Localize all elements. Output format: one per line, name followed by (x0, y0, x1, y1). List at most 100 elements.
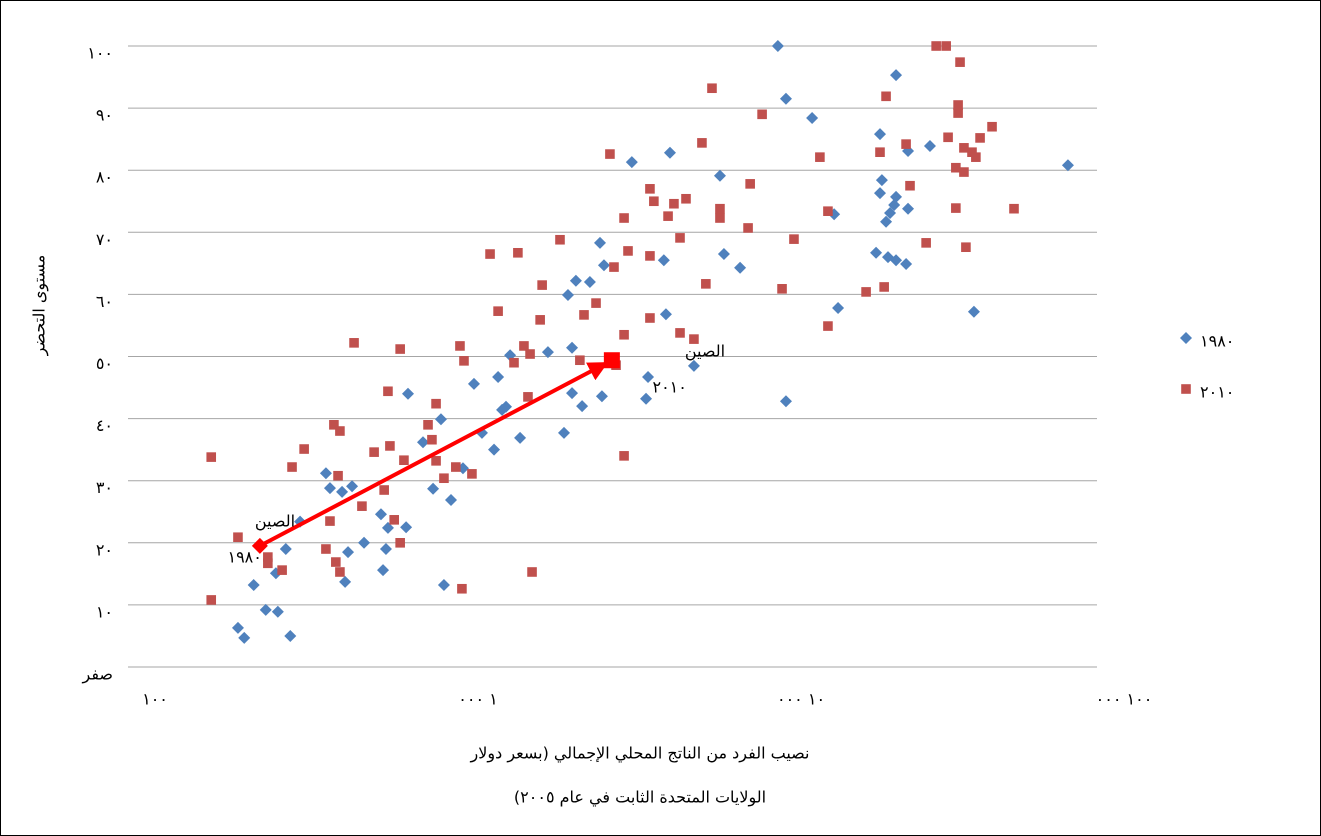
point (525, 349, 535, 359)
point (434, 413, 447, 426)
point (823, 206, 833, 216)
point (734, 261, 747, 274)
point (558, 426, 571, 439)
point (321, 544, 331, 554)
point (492, 370, 505, 383)
point (881, 91, 891, 102)
point (206, 452, 217, 462)
point (953, 108, 963, 118)
point (513, 247, 523, 258)
x-tick-label: ١٠٠ ٠٠٠ (1096, 690, 1153, 709)
point (377, 564, 390, 577)
point (566, 387, 579, 400)
point (757, 109, 767, 120)
point (959, 143, 969, 153)
point (527, 567, 537, 577)
point (861, 287, 871, 297)
y-tick-label: ٣٠ (96, 478, 113, 497)
point (399, 455, 409, 466)
point (374, 508, 387, 521)
legend-marker (1180, 332, 1192, 344)
point (619, 329, 629, 340)
point (669, 198, 679, 209)
point (707, 83, 717, 94)
legend-marker (1181, 384, 1191, 394)
point (427, 482, 440, 495)
point (623, 246, 633, 256)
point (335, 426, 345, 436)
point (339, 575, 352, 588)
point (971, 152, 981, 162)
point (715, 203, 725, 214)
point (346, 480, 359, 493)
point (663, 146, 676, 159)
point (823, 321, 833, 331)
point (779, 395, 792, 408)
point (206, 595, 217, 605)
point (591, 298, 601, 308)
x-tick-label: ١٠ ٠٠٠ (777, 690, 825, 709)
point (561, 289, 574, 302)
point (523, 392, 533, 402)
point (427, 434, 437, 445)
point (645, 313, 655, 323)
y-tick-label: ٨٠ (96, 168, 113, 187)
point (263, 552, 273, 562)
y-tick-label: ٢٠ (96, 540, 113, 559)
point (231, 621, 244, 634)
point (874, 128, 887, 141)
point (583, 275, 596, 288)
point (789, 234, 799, 244)
point (697, 138, 707, 148)
point (959, 167, 969, 177)
point (870, 246, 883, 259)
point (832, 302, 845, 315)
point (555, 234, 565, 245)
point (400, 521, 413, 534)
point (879, 282, 889, 292)
point (955, 57, 965, 67)
y-tick-label: ١٠ (96, 602, 113, 621)
point (342, 546, 355, 559)
point (890, 254, 903, 267)
point (369, 447, 379, 457)
y-tick-label: صفر (81, 665, 113, 685)
legend-label: ٢٠١٠ (1200, 383, 1234, 402)
x-tick-label: ١٠٠ (142, 690, 168, 709)
point (247, 579, 260, 592)
legend-label: ١٩٨٠ (1200, 332, 1234, 351)
point (890, 190, 903, 203)
point (715, 213, 725, 223)
point (717, 248, 730, 261)
point (701, 279, 711, 289)
point (488, 443, 501, 456)
point (299, 444, 309, 454)
point (575, 355, 585, 366)
point (771, 40, 784, 52)
point (890, 69, 903, 82)
point (619, 451, 629, 461)
point (961, 242, 971, 253)
point (931, 41, 941, 51)
point (423, 420, 433, 430)
y-tick-label: ٦٠ (96, 292, 113, 311)
point (379, 485, 389, 495)
point (875, 174, 888, 187)
y-axis-title: مستوى التحضر (30, 255, 50, 357)
point (681, 193, 691, 204)
y-tick-label: ٩٠ (96, 106, 113, 125)
point (901, 139, 911, 149)
point (263, 558, 273, 569)
annotation-label: ٢٠١٠ (652, 378, 686, 397)
point (431, 398, 441, 409)
y-tick-label: ٤٠ (96, 416, 113, 435)
point (459, 356, 469, 366)
point (385, 441, 395, 451)
point (967, 147, 977, 157)
point (336, 485, 349, 498)
point (659, 308, 672, 321)
point (467, 377, 480, 390)
point (687, 359, 700, 372)
